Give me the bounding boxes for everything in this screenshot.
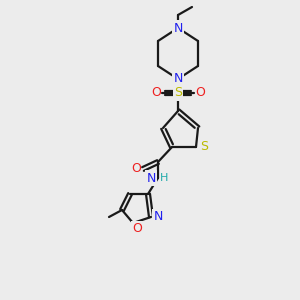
Text: S: S xyxy=(174,86,182,100)
Text: N: N xyxy=(146,172,156,184)
Text: S: S xyxy=(200,140,208,154)
Text: N: N xyxy=(173,73,183,85)
Text: N: N xyxy=(173,22,183,34)
Text: O: O xyxy=(132,223,142,236)
Text: O: O xyxy=(131,163,141,176)
Text: N: N xyxy=(153,211,163,224)
Text: H: H xyxy=(160,173,168,183)
Text: O: O xyxy=(195,86,205,100)
Text: O: O xyxy=(151,86,161,100)
